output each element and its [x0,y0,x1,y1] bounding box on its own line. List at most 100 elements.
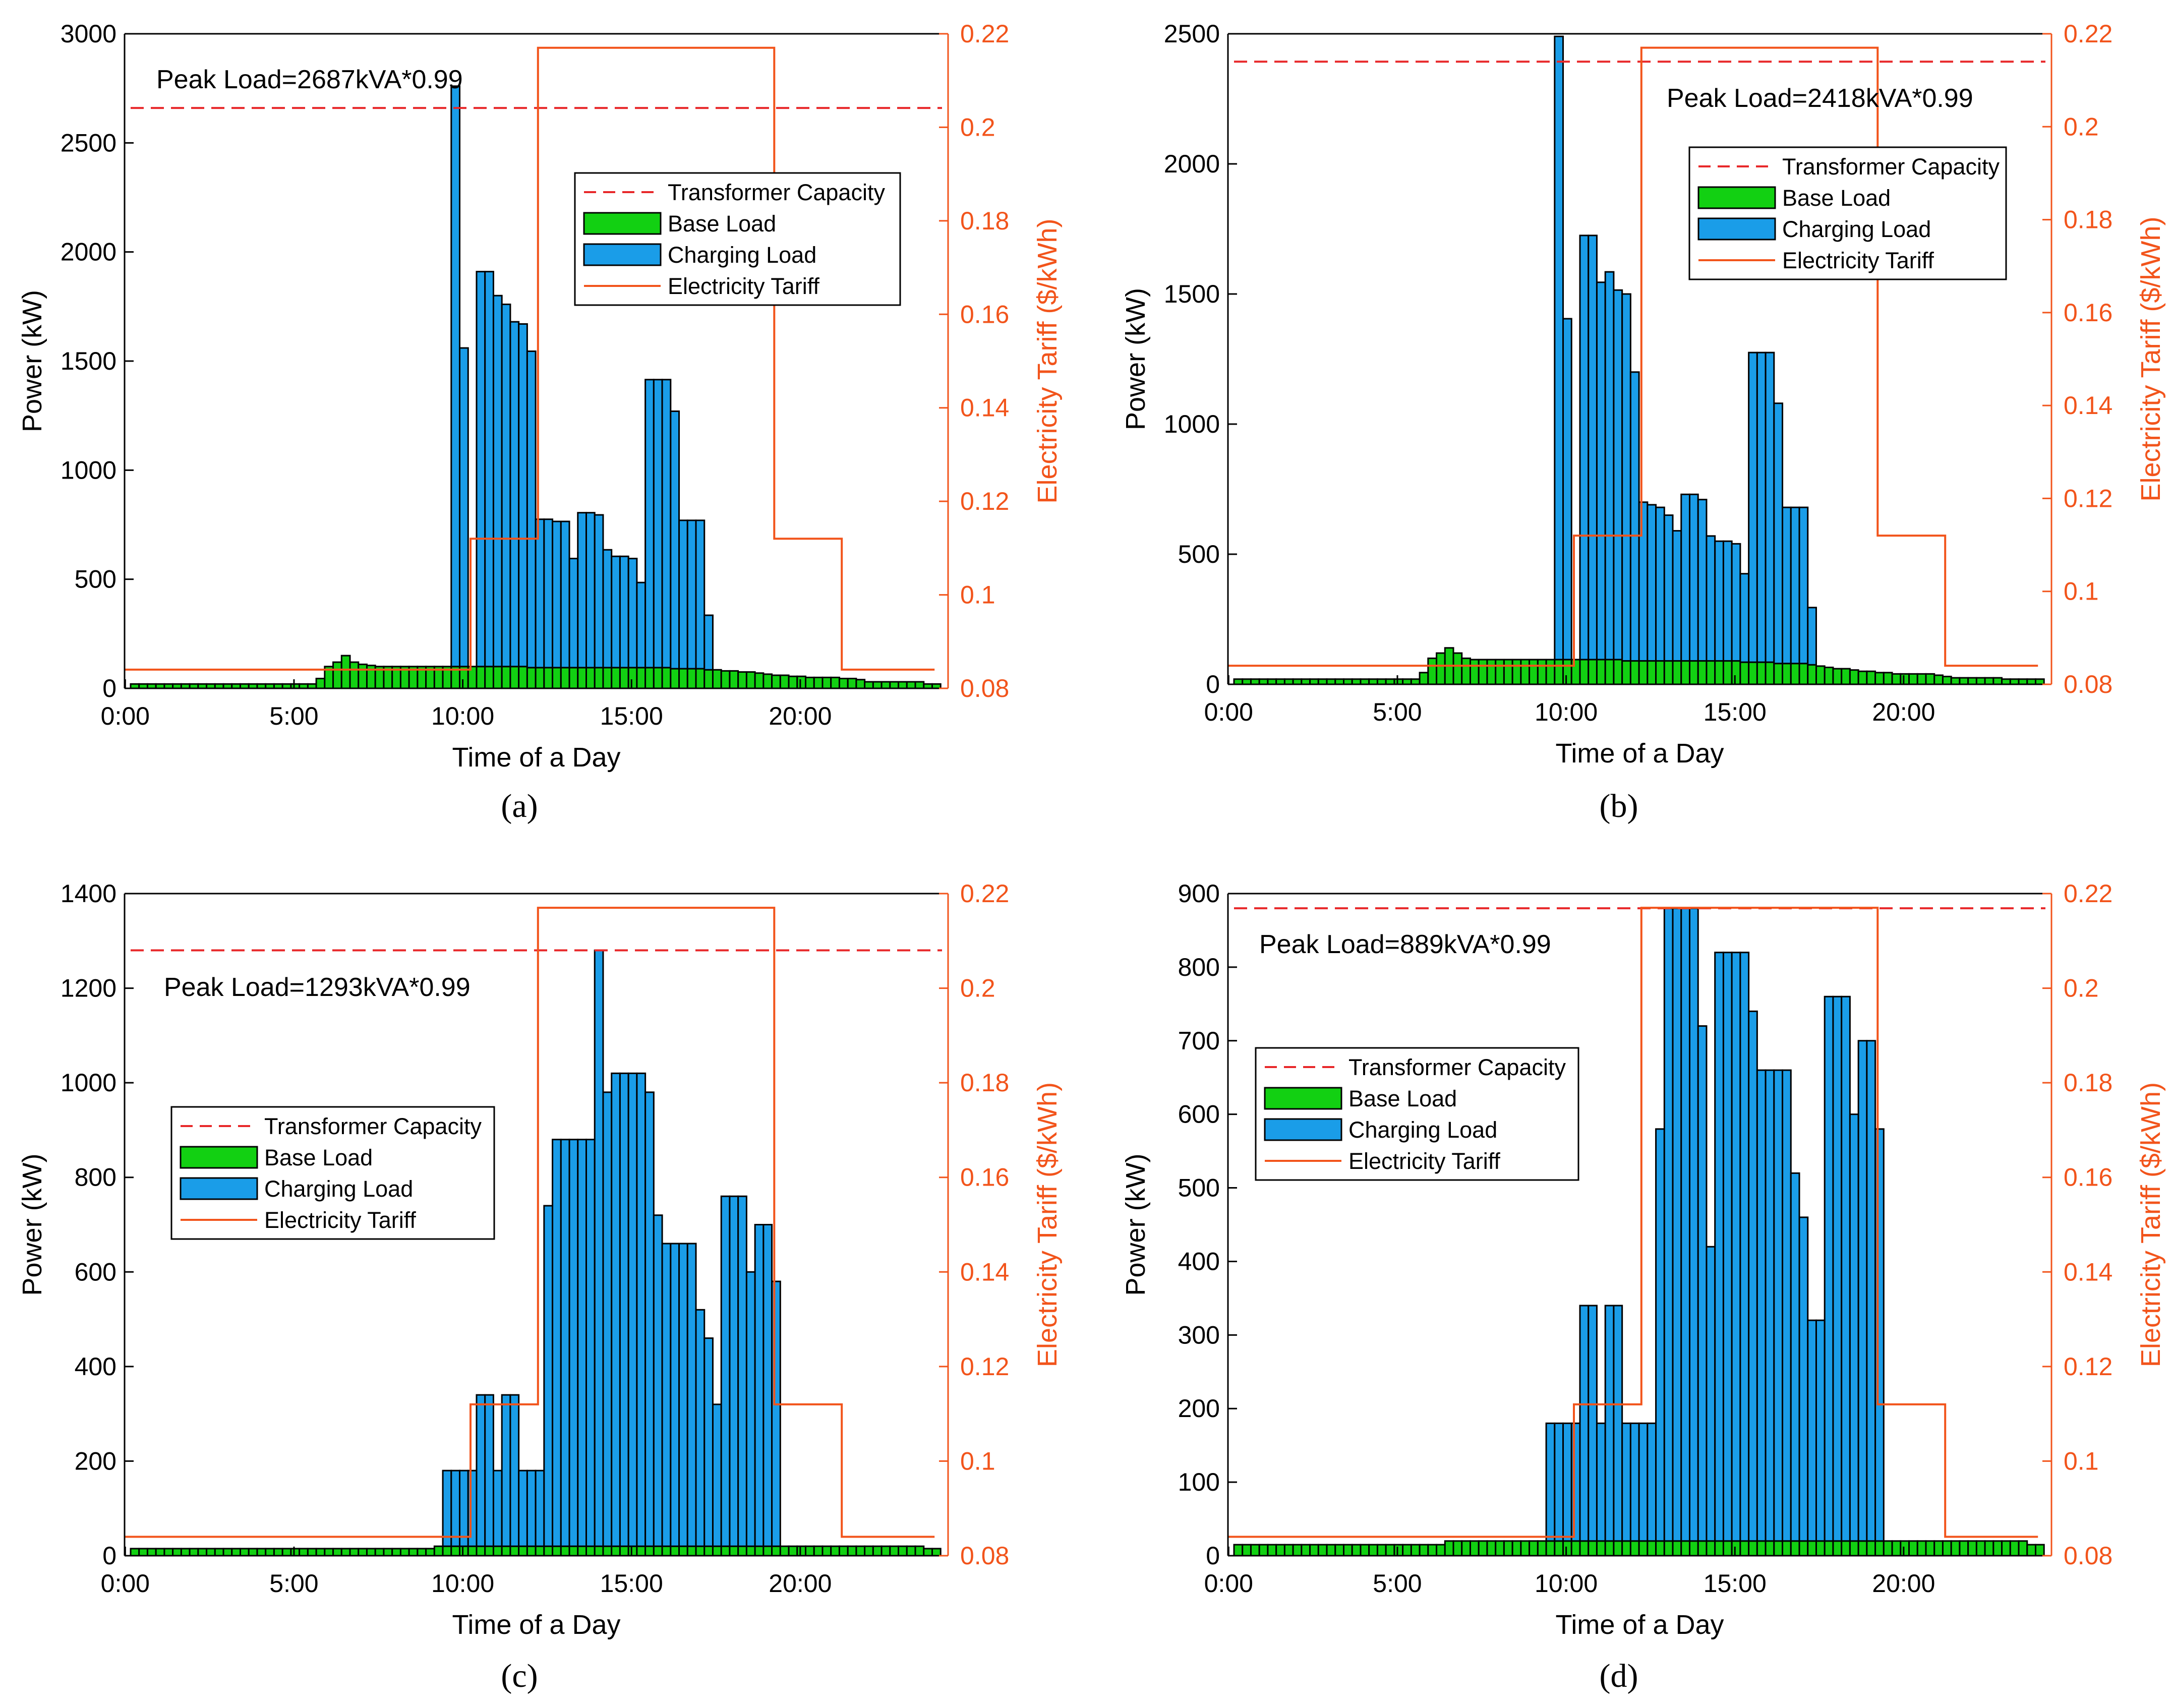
legend-label: Charging Load [1348,1117,1497,1143]
base-load-bar [467,1545,478,1557]
base-load-bar [1537,659,1547,685]
y-tick-label: 100 [1178,1468,1220,1496]
base-load-bar [1849,669,1859,685]
charging-load-bar [1672,530,1682,662]
base-load-bar [1588,1540,1598,1557]
base-load-bar [1402,1544,1412,1557]
base-load-bar [1832,668,1843,685]
base-load-bar [695,1545,706,1557]
base-load-bar [146,1548,157,1557]
base-load-bar [1537,1540,1547,1557]
base-load-bar [813,676,824,689]
y-tick-label: 0 [102,674,116,702]
charging-load-bar [1613,1305,1623,1542]
charging-load-bar [535,518,545,669]
base-load-bar [222,1548,233,1557]
base-load-bar [1604,1540,1615,1557]
charging-load-bar [509,1394,520,1547]
charging-load-bar [1706,1246,1716,1542]
base-load-bar [1689,1540,1699,1557]
base-load-bar [1933,674,1944,685]
base-load-bar [644,667,655,689]
base-load-bar [1621,660,1631,685]
charging-load-bar [450,85,461,668]
base-load-bar [1807,664,1817,685]
base-load-bar [1629,660,1640,685]
y-tick-label: 2000 [1164,150,1220,178]
x-tick-label: 0:00 [101,1569,150,1598]
base-load-bar [1376,678,1387,685]
base-load-bar [906,681,916,689]
base-load-bar [391,1548,401,1557]
base-load-bar [324,1548,334,1557]
base-load-bar [864,681,874,689]
y2-tick-label: 0.08 [960,674,1009,702]
base-load-bar [1258,1544,1269,1557]
electricity-tariff-line [125,46,935,671]
charging-load-bar [720,1195,731,1547]
base-load-bar [399,1548,410,1557]
base-load-bar [1883,1540,1893,1557]
y-tick-label: 800 [75,1163,116,1192]
charging-load-bar [560,1139,570,1547]
charging-load-bar [1857,1040,1868,1542]
base-load-bar [189,1548,199,1557]
base-load-bar [1857,670,1868,685]
base-load-bar [1984,1540,1994,1557]
y2-tick-label: 0.22 [2064,879,2112,908]
x-tick-label: 5:00 [269,702,318,730]
charging-load-bar [476,271,486,668]
base-load-bar [425,1548,435,1557]
base-load-bar [1309,678,1319,685]
base-load-bar [745,1545,756,1557]
base-load-bar [636,1545,647,1557]
charging-load-bar [636,1072,647,1547]
y-axis-label: Power (kW) [17,290,47,432]
y-tick-label: 800 [1178,953,1220,981]
base-load-bar [762,673,773,689]
panel-label: (b) [1600,788,1638,824]
base-load-bar [796,675,807,689]
y-tick-label: 1000 [1164,410,1220,438]
base-load-bar [855,1545,866,1557]
base-load-bar [2026,1544,2036,1557]
base-load-bar [1790,663,1800,685]
charging-load-bar [492,295,503,668]
base-load-bar [535,667,545,689]
y2-tick-label: 0.18 [960,207,1009,235]
charging-load-bar [501,304,511,668]
base-load-bar [1520,659,1531,685]
legend-label: Base Load [668,211,776,237]
y2-axis-label: Electricity Tariff ($/kWh) [2136,216,2166,501]
base-load-bar [1900,673,1910,685]
charging-load-bar [1773,1069,1784,1542]
base-load-bar [1351,678,1362,685]
base-load-bar [1992,677,2003,685]
base-load-bar [1782,663,1792,685]
y2-tick-label: 0.2 [960,974,995,1003]
charging-load-bar [1697,499,1708,662]
base-load-bar [1967,1540,1977,1557]
base-load-bar [1841,1540,1851,1557]
base-load-bar [695,668,706,689]
x-tick-label: 10:00 [431,1569,494,1598]
base-load-bar [1554,1540,1564,1557]
charging-load-bar [602,549,613,669]
base-load-bar [838,678,849,689]
base-load-bar [552,1545,562,1557]
base-load-bar [1908,673,1918,685]
charging-load-bar [1739,952,1750,1542]
charging-load-bar [1638,1422,1649,1542]
charging-load-bar [1689,493,1699,662]
x-tick-label: 0:00 [1204,698,1253,726]
charging-load-bar [1663,907,1674,1542]
base-load-bar [1385,1544,1395,1557]
y2-tick-label: 0.2 [2064,974,2099,1003]
charging-load-bar [653,1214,663,1547]
charging-load-bar [1773,402,1784,665]
bars-group [130,85,942,689]
y2-tick-label: 0.1 [2064,577,2099,606]
charging-load-bar [1604,1305,1615,1542]
y2-axis-label: Electricity Tariff ($/kWh) [2136,1082,2166,1367]
base-load-bar [1368,1544,1378,1557]
